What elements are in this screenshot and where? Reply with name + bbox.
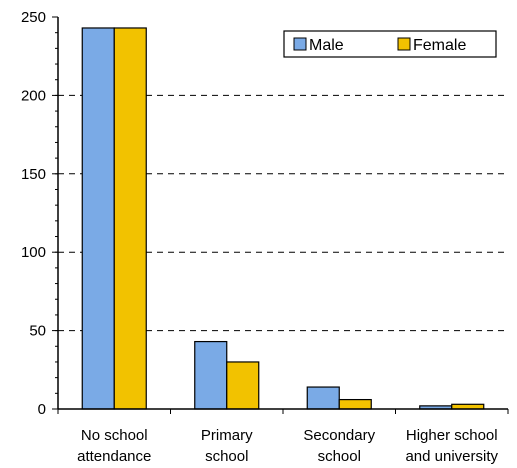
bar-female-0 <box>113 27 147 410</box>
x-category-label: Secondary <box>303 427 375 444</box>
x-category-label: No school <box>81 427 148 444</box>
x-category-label: school <box>318 448 361 465</box>
legend-label-male: Male <box>309 37 344 54</box>
bar-male-0 <box>81 27 115 410</box>
y-axis-ticks: 0 50 100 150 200 250 <box>21 9 58 418</box>
bars <box>81 27 485 410</box>
x-category-label: school <box>205 448 248 465</box>
grid-lines <box>58 94 508 332</box>
bar-female-1 <box>226 361 260 410</box>
x-category-label: and university <box>405 448 498 465</box>
legend-box <box>283 30 497 58</box>
y-tick-label: 200 <box>21 87 46 104</box>
y-tick-label: 100 <box>21 244 46 261</box>
y-tick-label: 0 <box>38 401 46 418</box>
bar-male-2 <box>306 386 340 410</box>
x-category-label: Higher school <box>406 427 498 444</box>
legend-label-female: Female <box>413 37 466 54</box>
bar-female-2 <box>338 398 372 410</box>
bar-male-1 <box>194 340 228 410</box>
x-category-label: Primary <box>201 427 253 444</box>
y-tick-label: 250 <box>21 9 46 26</box>
axes <box>57 17 509 414</box>
y-tick-label: 150 <box>21 166 46 183</box>
x-axis-labels: No school attendance Primary school Secondar… <box>77 427 498 465</box>
legend-swatch-female <box>397 37 411 51</box>
x-category-label: attendance <box>77 448 151 465</box>
legend-swatch-male <box>293 37 307 51</box>
y-tick-label: 50 <box>29 323 46 340</box>
legend: Male Female <box>283 30 497 58</box>
